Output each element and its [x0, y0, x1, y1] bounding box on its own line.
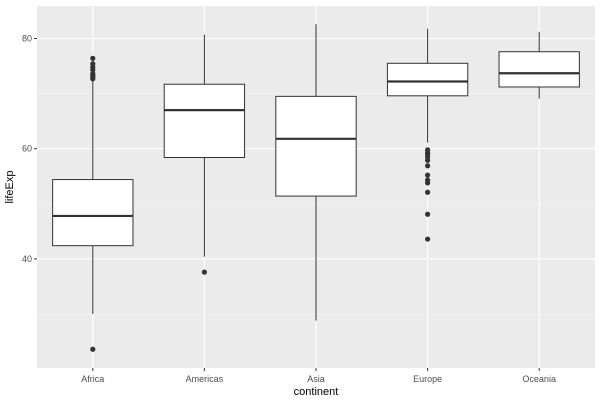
box-africa: [52, 55, 134, 352]
box-europe: [386, 28, 469, 242]
x-tick-label: Europe: [413, 374, 442, 384]
x-tick-label: Oceania: [522, 374, 556, 384]
outlier-point: [425, 163, 431, 169]
box-iqr: [163, 83, 246, 159]
y-tick-label: 60: [22, 144, 32, 154]
outlier-point: [425, 147, 431, 153]
x-axis: Africa Americas Asia Europe Oceania: [81, 368, 556, 384]
x-tick-label: Americas: [186, 374, 224, 384]
box-iqr: [386, 62, 469, 97]
outlier-point: [90, 71, 96, 77]
outlier-point: [90, 346, 96, 352]
outlier-point: [425, 177, 431, 183]
outlier-point: [201, 269, 207, 275]
box-oceania: [498, 31, 580, 99]
outlier-point: [90, 61, 96, 67]
x-tick-label: Africa: [81, 374, 104, 384]
box-americas: [163, 34, 246, 275]
box-iqr: [498, 51, 580, 88]
outlier-point: [425, 211, 431, 217]
x-tick-label: Asia: [307, 374, 325, 384]
y-axis: 40 60 80: [22, 34, 37, 264]
box-iqr: [52, 179, 134, 247]
outlier-point: [425, 236, 431, 242]
box-asia: [275, 24, 357, 321]
boxes-layer: [52, 24, 580, 352]
x-axis-title: continent: [294, 386, 339, 398]
outlier-point: [425, 189, 431, 195]
box-iqr: [275, 95, 357, 197]
outlier-point: [90, 55, 96, 61]
y-tick-label: 80: [22, 34, 32, 44]
y-tick-label: 40: [22, 254, 32, 264]
y-axis-title: lifeExp: [4, 170, 16, 203]
outlier-point: [425, 172, 431, 178]
